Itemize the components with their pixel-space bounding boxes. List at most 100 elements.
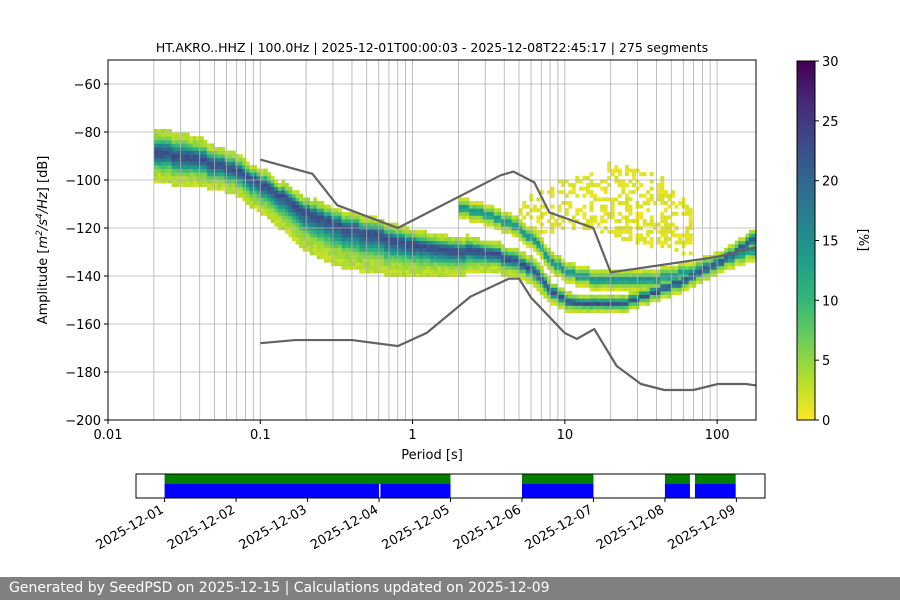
psd-cell xyxy=(440,258,445,263)
psd-cell xyxy=(656,193,661,198)
psd-cell xyxy=(596,301,601,306)
psd-cell xyxy=(497,255,502,259)
psd-cell xyxy=(185,168,190,173)
psd-cell xyxy=(624,294,629,299)
psd-cell xyxy=(575,208,580,213)
psd-cell xyxy=(387,247,392,252)
psd-cell xyxy=(253,186,257,191)
psd-cell xyxy=(752,244,757,249)
psd-cell xyxy=(741,258,746,263)
psd-cell xyxy=(168,132,172,137)
psd-cell xyxy=(228,161,233,166)
colorbar-step xyxy=(797,114,815,119)
psd-cell xyxy=(281,197,286,202)
psd-cell xyxy=(568,201,573,205)
psd-cell xyxy=(646,273,651,277)
psd-cell xyxy=(462,240,466,245)
psd-cell xyxy=(493,265,498,270)
psd-cell xyxy=(748,255,753,259)
psd-cell xyxy=(745,237,750,241)
psd-cell xyxy=(164,150,169,155)
psd-cell xyxy=(610,197,615,202)
psd-cell xyxy=(589,183,594,187)
psd-cell xyxy=(263,201,268,205)
psd-cell xyxy=(617,294,622,299)
psd-cell xyxy=(621,276,626,281)
psd-cell xyxy=(685,269,690,274)
psd-cell xyxy=(253,175,257,180)
psd-cell xyxy=(575,265,580,270)
psd-cell xyxy=(359,247,364,252)
psd-cell xyxy=(454,265,459,270)
psd-cell xyxy=(284,219,289,223)
psd-cell xyxy=(617,283,622,288)
psd-cell xyxy=(518,229,523,234)
nlnm-curve xyxy=(260,277,757,392)
psd-cell xyxy=(596,197,601,202)
psd-cell xyxy=(678,273,683,277)
psd-cell xyxy=(274,186,279,191)
psd-cell xyxy=(688,215,693,220)
psd-cell xyxy=(667,294,672,299)
psd-cell xyxy=(564,291,569,295)
psd-cell xyxy=(660,287,665,292)
psd-cell xyxy=(210,183,215,187)
colorbar-step xyxy=(797,273,815,277)
psd-cell xyxy=(688,262,693,267)
psd-cell xyxy=(571,276,576,281)
psd-cell xyxy=(486,251,491,256)
colorbar-step xyxy=(797,399,815,403)
psd-cell xyxy=(724,247,729,252)
psd-cell xyxy=(596,283,601,288)
psd-cell xyxy=(433,262,438,267)
psd-cell xyxy=(522,273,527,277)
psd-cell xyxy=(157,179,162,184)
psd-cell xyxy=(394,247,399,252)
psd-cell xyxy=(437,269,442,274)
colorbar-step xyxy=(797,348,815,352)
psd-cell xyxy=(451,262,456,267)
colorbar-step xyxy=(797,282,815,286)
psd-cell xyxy=(695,269,700,274)
psd-cell xyxy=(185,179,190,184)
psd-cell xyxy=(500,229,505,234)
colorbar-step xyxy=(797,123,815,128)
psd-cell xyxy=(334,215,339,220)
psd-cell xyxy=(497,262,502,267)
psd-cell xyxy=(175,179,180,184)
psd-cell xyxy=(387,265,392,270)
psd-cell xyxy=(369,240,374,245)
psd-cell xyxy=(316,251,321,256)
psd-cell xyxy=(263,179,268,184)
psd-cell xyxy=(221,161,226,166)
psd-cell xyxy=(338,244,342,249)
psd-cell xyxy=(362,222,367,227)
psd-cell xyxy=(302,229,307,234)
psd-cell xyxy=(175,139,180,144)
psd-cell xyxy=(624,269,629,274)
psd-cell xyxy=(522,229,527,234)
psd-cell xyxy=(490,247,495,252)
psd-cell xyxy=(185,154,190,159)
psd-cell xyxy=(670,291,675,295)
psd-cell xyxy=(338,211,342,216)
psd-cell xyxy=(522,233,527,238)
psd-cell xyxy=(663,280,668,285)
psd-cell xyxy=(578,273,583,277)
psd-cell xyxy=(554,265,559,270)
psd-cell xyxy=(423,273,427,277)
psd-cell xyxy=(469,211,474,216)
psd-cell xyxy=(345,211,350,216)
x-tick-label: 10 xyxy=(557,428,574,443)
psd-cell xyxy=(621,215,626,220)
psd-cell xyxy=(621,280,626,285)
psd-cell xyxy=(511,255,516,259)
psd-cell xyxy=(486,240,491,245)
psd-cell xyxy=(253,165,257,169)
psd-cell xyxy=(699,273,704,277)
psd-cell xyxy=(692,269,697,274)
psd-cell xyxy=(398,255,403,259)
psd-cell xyxy=(578,294,583,299)
psd-cell xyxy=(465,237,470,241)
psd-cell xyxy=(593,283,597,288)
